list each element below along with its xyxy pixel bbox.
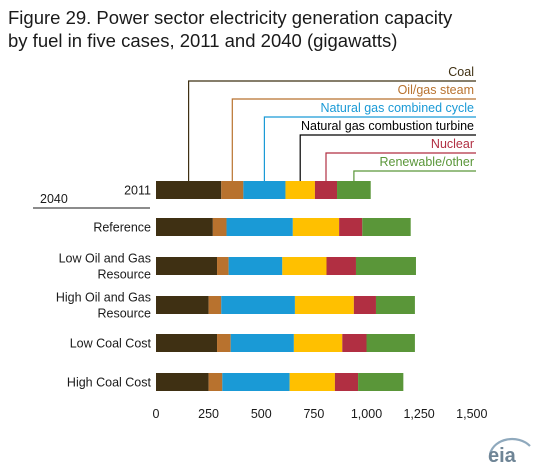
legend-label-natural-gas-combined-cycle: Natural gas combined cycle bbox=[320, 101, 474, 115]
category-label-low-coal-cost: Low Coal Cost bbox=[70, 337, 152, 351]
x-tick-label-1500: 1,500 bbox=[456, 407, 487, 421]
bar-high-oil-and-gas-resource-renewable-other bbox=[375, 296, 415, 314]
bar-low-oil-and-gas-resource-coal bbox=[156, 257, 218, 275]
legend-leader-nuclear bbox=[325, 152, 476, 181]
eia-logo-text: eia bbox=[488, 445, 517, 466]
bar-high-coal-cost-nuclear bbox=[334, 373, 359, 391]
legend-label-nuclear: Nuclear bbox=[431, 137, 474, 151]
x-tick-label-1250: 1,250 bbox=[403, 407, 434, 421]
bar-low-coal-cost-natural-gas-combustion-turbine bbox=[293, 334, 343, 352]
bar-low-oil-and-gas-resource-nuclear bbox=[326, 257, 356, 275]
bar-low-coal-cost-coal bbox=[156, 334, 218, 352]
bar-high-coal-cost-renewable-other bbox=[358, 373, 404, 391]
bar-2011-natural-gas-combined-cycle bbox=[243, 181, 286, 199]
x-tick-label-0: 0 bbox=[153, 407, 160, 421]
legend-label-coal: Coal bbox=[448, 65, 474, 79]
bar-reference-oil-gas-steam bbox=[212, 218, 227, 236]
category-label-reference: Reference bbox=[93, 221, 151, 235]
legend-leader-natural-gas-combustion-turbine bbox=[299, 134, 476, 181]
chart-title: Figure 29. Power sector electricity gene… bbox=[8, 6, 533, 52]
bar-high-coal-cost-oil-gas-steam bbox=[208, 373, 223, 391]
chart-title-line-2: by fuel in five cases, 2011 and 2040 (gi… bbox=[8, 30, 398, 51]
legend-leader-renewable-other bbox=[353, 170, 476, 181]
bar-2011-natural-gas-combustion-turbine bbox=[285, 181, 315, 199]
bar-high-coal-cost-natural-gas-combustion-turbine bbox=[289, 373, 335, 391]
x-tick-label-750: 750 bbox=[303, 407, 324, 421]
bar-high-oil-and-gas-resource-coal bbox=[156, 296, 209, 314]
bar-low-coal-cost-natural-gas-combined-cycle bbox=[230, 334, 294, 352]
group-label-2040: 2040 bbox=[40, 192, 68, 206]
category-label-2011: 2011 bbox=[124, 184, 151, 198]
bar-high-oil-and-gas-resource-nuclear bbox=[353, 296, 376, 314]
bar-reference-renewable-other bbox=[362, 218, 411, 236]
bar-high-oil-and-gas-resource-natural-gas-combustion-turbine bbox=[294, 296, 354, 314]
bar-reference-nuclear bbox=[339, 218, 363, 236]
legend-label-natural-gas-combustion-turbine: Natural gas combustion turbine bbox=[301, 119, 474, 133]
bar-2011-oil-gas-steam bbox=[221, 181, 244, 199]
x-tick-label-1000: 1,000 bbox=[351, 407, 382, 421]
bar-2011-coal bbox=[156, 181, 222, 199]
legend-label-oil-gas-steam: Oil/gas steam bbox=[398, 83, 474, 97]
legend-leader-coal bbox=[188, 80, 476, 181]
bar-2011-nuclear bbox=[314, 181, 338, 199]
bar-high-coal-cost-coal bbox=[156, 373, 209, 391]
bar-low-oil-and-gas-resource-oil-gas-steam bbox=[217, 257, 229, 275]
bar-low-oil-and-gas-resource-renewable-other bbox=[355, 257, 416, 275]
bar-reference-natural-gas-combined-cycle bbox=[226, 218, 293, 236]
bar-low-coal-cost-renewable-other bbox=[366, 334, 415, 352]
bar-high-oil-and-gas-resource-natural-gas-combined-cycle bbox=[221, 296, 295, 314]
eia-logo: eia bbox=[488, 437, 531, 466]
bar-high-oil-and-gas-resource-oil-gas-steam bbox=[208, 296, 222, 314]
bar-2011-renewable-other bbox=[337, 181, 371, 199]
bar-low-coal-cost-nuclear bbox=[342, 334, 367, 352]
bar-low-oil-and-gas-resource-natural-gas-combustion-turbine bbox=[282, 257, 327, 275]
category-label-low-oil-and-gas-resource-line-2: Resource bbox=[98, 268, 152, 282]
chart-title-line-1: Figure 29. Power sector electricity gene… bbox=[8, 7, 453, 28]
bar-low-coal-cost-oil-gas-steam bbox=[217, 334, 231, 352]
bar-high-coal-cost-natural-gas-combined-cycle bbox=[222, 373, 290, 391]
category-label-low-oil-and-gas-resource-line-1: Low Oil and Gas bbox=[59, 252, 151, 266]
category-label-high-oil-and-gas-resource-line-1: High Oil and Gas bbox=[56, 291, 151, 305]
legend-leader-oil-gas-steam bbox=[231, 98, 476, 181]
legend-leader-natural-gas-combined-cycle bbox=[263, 116, 476, 181]
category-label-high-coal-cost: High Coal Cost bbox=[67, 376, 152, 390]
x-tick-label-250: 250 bbox=[198, 407, 219, 421]
x-tick-label-500: 500 bbox=[251, 407, 272, 421]
bar-low-oil-and-gas-resource-natural-gas-combined-cycle bbox=[228, 257, 283, 275]
bar-reference-natural-gas-combustion-turbine bbox=[292, 218, 340, 236]
legend-label-renewable-other: Renewable/other bbox=[379, 155, 474, 169]
category-label-high-oil-and-gas-resource-line-2: Resource bbox=[98, 307, 152, 321]
eia-logo-arc bbox=[488, 437, 531, 455]
bar-reference-coal bbox=[156, 218, 213, 236]
